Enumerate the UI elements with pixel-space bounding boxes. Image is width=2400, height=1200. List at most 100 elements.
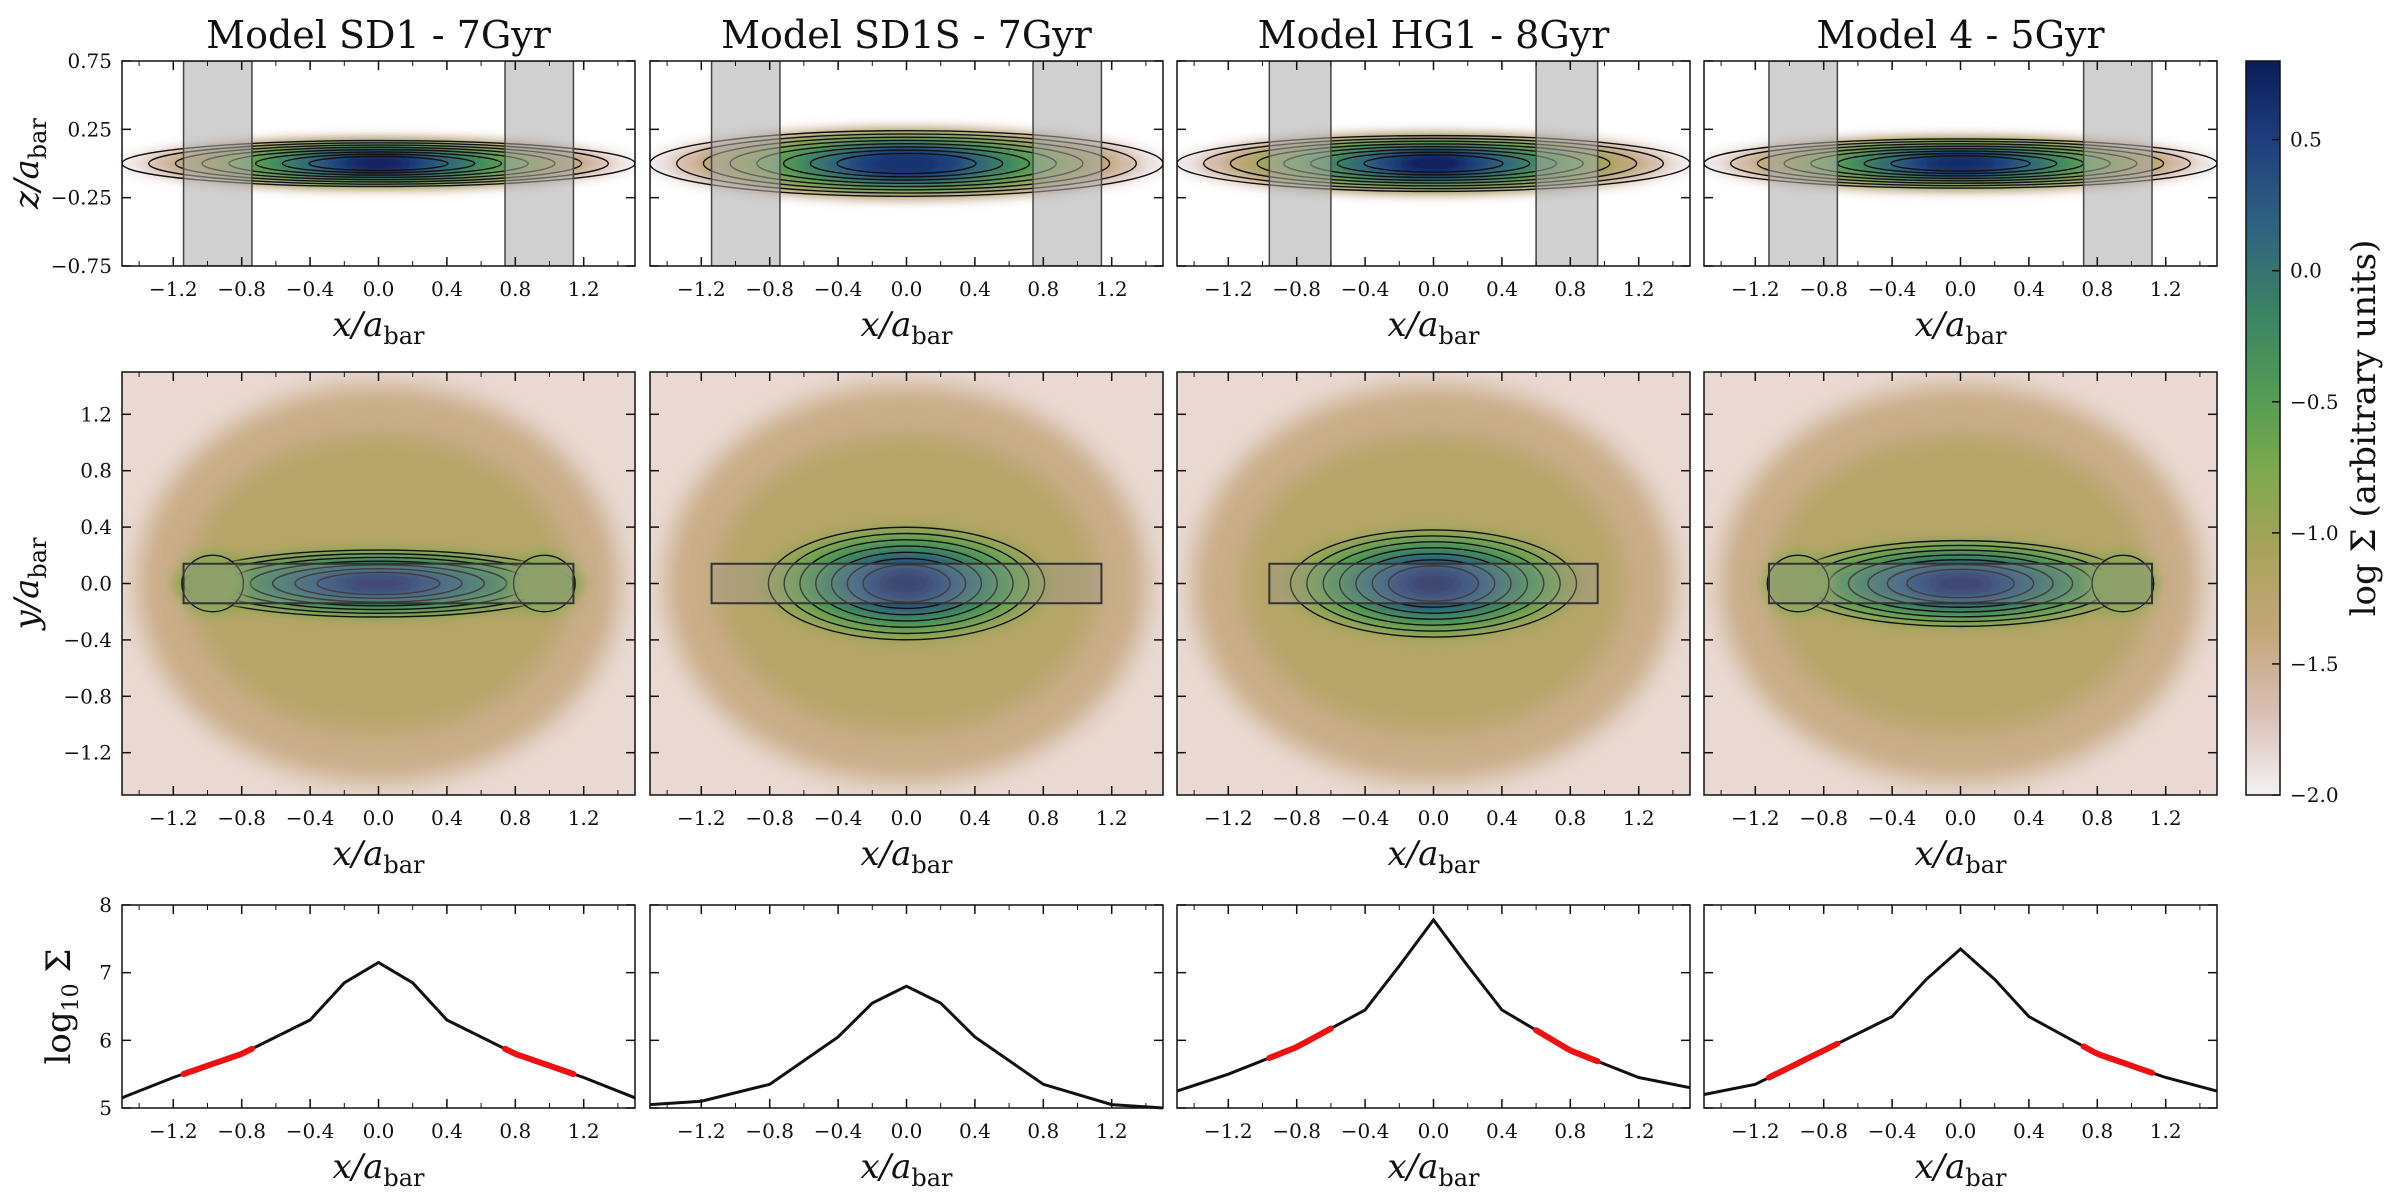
- x-tick-label: 0.0: [891, 806, 923, 830]
- profile-highlight: [502, 1045, 577, 1077]
- edge-on-image: [1704, 61, 2217, 266]
- shaded-region: [1032, 61, 1103, 266]
- density-contour: [1704, 138, 2217, 189]
- x-tick-label: −0.4: [1341, 806, 1390, 830]
- logsigma-axis-label: log10 Σ: [39, 949, 84, 1065]
- x-axis-label: x/abar: [1387, 305, 1480, 350]
- model-column: Model HG1 - 8Gyr −1.2 −0.8 −0.4 0.0 0.4 0.8 1.2…: [1176, 13, 1691, 1192]
- model-column: Model SD1 - 7Gyr −1.2 −0.8 −0.4 0.0 0.4 0.8 1.2…: [51, 13, 636, 1192]
- density-contour: [1336, 151, 1531, 176]
- bar-contour: [1371, 559, 1496, 608]
- colorbar-tick-label: −1.0: [2290, 521, 2339, 545]
- bar-contour: [830, 551, 983, 616]
- x-axis-label: x/abar: [332, 305, 425, 350]
- density-contour: [1229, 140, 1638, 187]
- x-tick-label: 0.0: [1945, 1119, 1977, 1143]
- panel-frame: [121, 904, 636, 1109]
- x-tick-label: 0.8: [1027, 806, 1059, 830]
- model-column: Model 4 - 5Gyr −1.2 −0.8 −0.4 0.0 0.4 0.8 1.2 x/…: [1703, 13, 2218, 1192]
- x-tick-label: −0.8: [745, 1119, 794, 1143]
- x-tick-label: 0.0: [363, 1119, 395, 1143]
- y-tick-label: −0.75: [51, 254, 112, 278]
- x-axis-label: x/abar: [860, 305, 953, 350]
- x-tick-label: 0.8: [499, 806, 531, 830]
- z-axis-label: z/abar: [7, 118, 52, 210]
- face-on-image: [1704, 372, 2217, 795]
- x-tick-label: 1.2: [2150, 1119, 2182, 1143]
- bar-contour: [1338, 547, 1529, 620]
- x-tick-label: −0.8: [217, 806, 266, 830]
- x-tick-label: 1.2: [1096, 277, 1128, 301]
- density-contour: [676, 133, 1137, 194]
- x-tick-label: 1.2: [568, 1119, 600, 1143]
- x-tick-label: 0.8: [2081, 806, 2113, 830]
- ansae-layer: [510, 552, 579, 615]
- x-tick-label: 1.2: [1623, 277, 1655, 301]
- x-axis-label: x/abar: [860, 834, 953, 879]
- colorbar-tick-label: −0.5: [2290, 390, 2339, 414]
- y-tick-label: 1.2: [80, 402, 112, 426]
- panel-frame: [649, 904, 1164, 1109]
- ansae-contour: [512, 554, 576, 613]
- x-axis-label-sub: bar: [1438, 851, 1480, 879]
- x-tick-label: −0.8: [217, 1119, 266, 1143]
- shaded-region: [2082, 61, 2153, 266]
- x-tick-label: −1.2: [677, 1119, 726, 1143]
- face-on-panel: −1.2 −0.8 −0.4 0.0 0.4 0.8 1.2 1.2 0.8 0.4 0.0 −0.4…: [63, 371, 636, 879]
- ansae-layer: [1763, 552, 1833, 615]
- x-tick-label: −0.8: [1799, 806, 1848, 830]
- x-tick-label: 0.4: [2013, 806, 2045, 830]
- y-tick-label: 5: [99, 1096, 112, 1120]
- model-column: Model SD1S - 7Gyr −1.2 −0.8 −0.4 0.0 0.4 0.8 1.…: [649, 13, 1164, 1192]
- x-tick-label: −1.2: [677, 806, 726, 830]
- logsigma-sub: 10: [59, 983, 84, 1011]
- x-tick-label: −0.8: [1799, 1119, 1848, 1143]
- x-tick-label: −0.8: [217, 277, 266, 301]
- bar-contour: [846, 557, 967, 610]
- density-layer: [1399, 154, 1468, 173]
- bar-contour: [862, 564, 951, 603]
- x-tick-label: −0.4: [1341, 1119, 1390, 1143]
- density-contour: [1890, 155, 2031, 172]
- y-axis-label-sub: bar: [24, 537, 52, 579]
- x-axis-label-text: x/a: [1387, 1147, 1438, 1187]
- y-tick-label: 0.4: [80, 515, 112, 539]
- bar-contour: [783, 532, 1030, 635]
- edge-on-image: [650, 61, 1163, 266]
- x-tick-label: −0.4: [1868, 277, 1917, 301]
- x-tick-label: 0.4: [431, 806, 463, 830]
- x-axis-label-sub: bar: [1965, 851, 2007, 879]
- slit-box: [710, 562, 1103, 605]
- x-axis-label-text: x/a: [860, 834, 911, 874]
- x-axis-label-sub: bar: [383, 1164, 425, 1192]
- density-contour: [836, 152, 977, 175]
- x-tick-label: −0.4: [1341, 277, 1390, 301]
- density-contour: [1730, 140, 2191, 187]
- colorbar-tick-label: −2.0: [2290, 783, 2339, 807]
- panel-title: Model SD1S - 7Gyr: [721, 13, 1093, 57]
- bar-contour: [1906, 568, 2015, 599]
- panel-frame: [1176, 904, 1691, 1109]
- bar-contour: [271, 564, 486, 603]
- logsigma-text: log: [39, 1011, 79, 1064]
- density-contour: [702, 136, 1111, 191]
- x-tick-label: 0.0: [1418, 1119, 1450, 1143]
- colorbar-tick-label: 0.5: [2290, 128, 2322, 152]
- bar-contour: [294, 567, 463, 600]
- y-tick-label: −0.25: [51, 186, 112, 210]
- edge-on-panel: −1.2 −0.8 −0.4 0.0 0.4 0.8 1.2 x/abar: [1703, 60, 2218, 350]
- bar-contour: [1867, 559, 2054, 608]
- density-contour: [782, 146, 1031, 181]
- profile-panel: −1.2 −0.8 −0.4 0.0 0.4 0.8 1.2 8 7 6 5 x/abar: [99, 893, 636, 1192]
- x-axis-label: x/abar: [1387, 1147, 1480, 1192]
- bar-layer: [1928, 574, 1993, 593]
- x-tick-label: 0.4: [431, 1119, 463, 1143]
- profile-highlight: [1266, 1025, 1334, 1061]
- colorbar-tick-label: −1.5: [2290, 652, 2339, 676]
- density-contour: [809, 149, 1004, 178]
- x-axis-label-sub: bar: [1965, 1164, 2007, 1192]
- edge-on-image: [122, 61, 635, 266]
- x-tick-label: 0.4: [959, 277, 991, 301]
- x-tick-label: 0.0: [1945, 806, 1977, 830]
- x-tick-label: 0.8: [1027, 277, 1059, 301]
